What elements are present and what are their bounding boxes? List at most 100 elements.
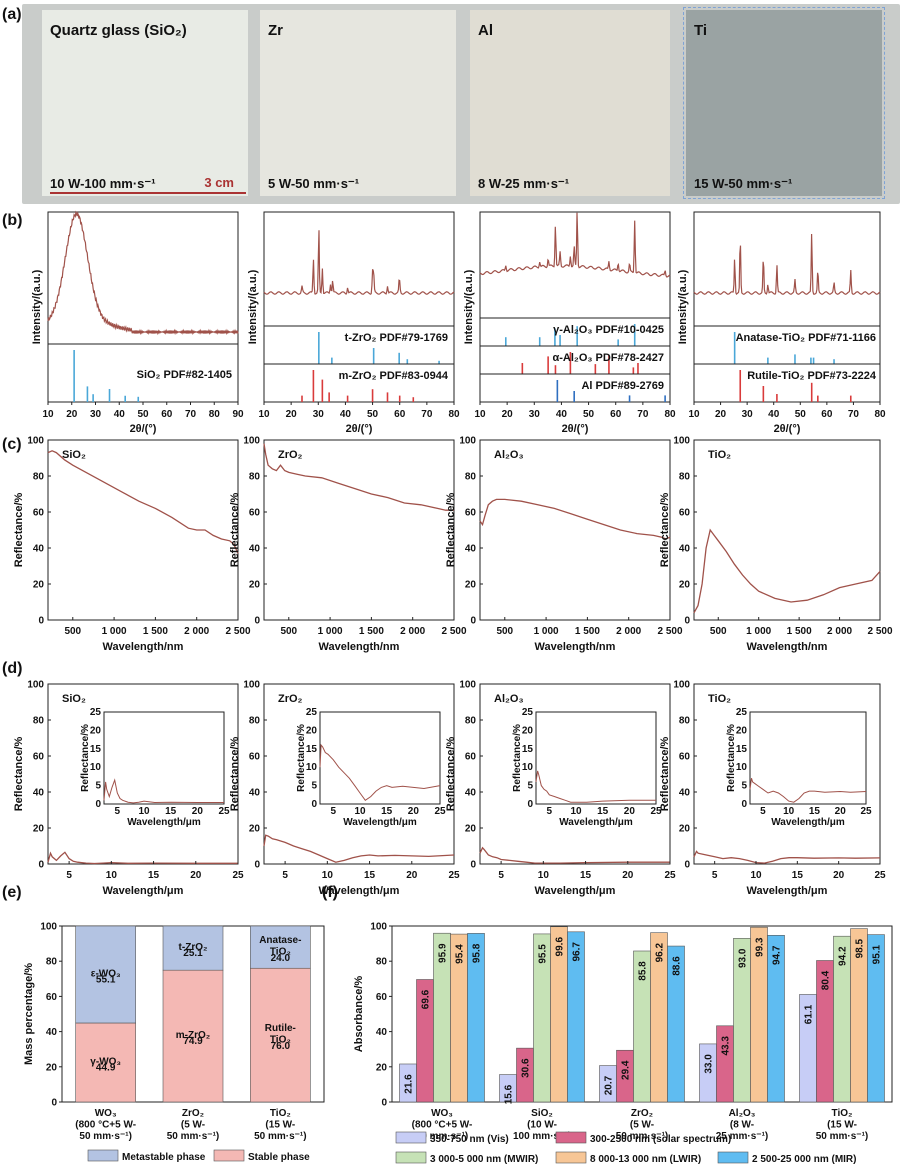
legend-label-line: 3 000-5 000 nm (MWIR) [430, 1154, 538, 1165]
y-axis-label-line: Mass percentage/% [23, 963, 35, 1065]
x-tick-label: 70 [637, 409, 649, 420]
x-tick-label-line: 25 [232, 870, 244, 881]
x-tick-label-line: 1 000 [534, 626, 559, 637]
inset-x-tick-label-line: 20 [408, 806, 420, 817]
inset-x-tick-label-line: 25 [860, 806, 872, 817]
x-tick-label-line: 500 [280, 626, 297, 637]
stacked-bar-segment [250, 925, 311, 969]
y-tick-label: 100 [459, 436, 476, 447]
x-tick-label: 30 [90, 409, 102, 420]
legend-swatch [717, 1151, 749, 1164]
x-axis-label-line: Wavelength/μm [535, 885, 616, 897]
x-tick-label: 1 000 [534, 626, 559, 637]
inset-y-tick-label: 25 [736, 707, 748, 718]
x-tick-label-line: 50 [795, 409, 807, 420]
y-tick-label: 0 [470, 860, 476, 871]
y-tick-label-line: 20 [376, 1062, 388, 1073]
inset-x-tick-label-line: 5 [331, 806, 337, 817]
photo-al: Al 8 W-25 mm·s⁻¹ [470, 10, 670, 196]
y-tick-label-line: 100 [673, 436, 690, 447]
inset-y-tick-label: 10 [90, 762, 102, 773]
x-tick-label: 25 [448, 870, 460, 881]
bar [667, 945, 685, 1103]
y-tick-label-line: 100 [243, 680, 260, 691]
inset-y-tick-label: 20 [90, 725, 102, 736]
category-label-line: (15 W- [827, 1120, 857, 1131]
x-tick-label: 80 [664, 409, 676, 420]
inset-x-tick-label: 15 [165, 806, 177, 817]
inset-y-tick-label-line: 25 [522, 707, 534, 718]
photo-param: 5 W-50 mm·s⁻¹ [268, 176, 360, 191]
inset-frame [749, 711, 867, 805]
bar-value-label-line: 30.6 [521, 1058, 532, 1078]
y-tick-label-line: 80 [249, 472, 261, 483]
inset-frame [535, 711, 657, 805]
inset-x-tick-label: 25 [218, 806, 230, 817]
y-tick-label-line: 60 [679, 508, 691, 519]
bar-value-label: 96.2 [655, 943, 666, 963]
bar-value-label-line: 43.3 [721, 1036, 732, 1056]
material-label: SiO₂ [62, 693, 86, 705]
x-tick-label: 30 [742, 409, 754, 420]
y-tick-label: 40 [33, 788, 45, 799]
x-axis-label: Wavelength/nm [535, 641, 616, 653]
x-tick-label: 15 [580, 870, 592, 881]
x-tick-label: 40 [768, 409, 780, 420]
x-axis-label: Wavelength/nm [747, 641, 828, 653]
inset-x-tick-label-line: 20 [624, 806, 636, 817]
y-tick-label: 80 [465, 472, 477, 483]
legend-label-line: 350-750 nm (Vis) [430, 1134, 509, 1145]
inset-y-tick-label: 25 [90, 707, 102, 718]
y-tick-label: 0 [470, 616, 476, 627]
y-tick-label-line: 60 [465, 752, 477, 763]
y-axis-label: Reflectance/% [13, 736, 25, 811]
x-tick-label: 2 000 [827, 626, 852, 637]
x-axis-label: Wavelength/μm [319, 885, 400, 897]
bar-value-label: 95.1 [872, 944, 883, 964]
y-axis-label: Reflectance/% [659, 736, 671, 811]
x-tick-label-line: 50 [137, 409, 149, 420]
material-label: Al₂O₃ [494, 693, 524, 705]
inset-x-tick-label-line: 25 [650, 806, 662, 817]
ref-label-line: t-ZrO₂ PDF#79-1769 [345, 332, 448, 344]
x-tick-label-line: 30 [529, 409, 541, 420]
segment-phase-label-line: Anatase- [259, 935, 301, 946]
segment-value-label-line: 55.1 [96, 974, 116, 985]
y-tick-label: 40 [465, 788, 477, 799]
bar-value-label: 99.3 [755, 937, 766, 957]
x-tick-label: 1 000 [102, 626, 127, 637]
inset-y-axis-label-line: Reflectance/% [296, 724, 307, 792]
y-tick-label: 100 [459, 680, 476, 691]
y-tick-label: 80 [679, 716, 691, 727]
y-tick-label-line: 40 [679, 788, 691, 799]
bar-value-label-line: 98.5 [855, 938, 866, 958]
x-tick-label: 25 [664, 870, 676, 881]
x-tick-label-line: 60 [161, 409, 173, 420]
x-tick-label: 10 [106, 870, 118, 881]
y-tick-label-line: 0 [51, 1098, 57, 1109]
ref-label-line: Anatase-TiO₂ PDF#71-1166 [736, 332, 876, 344]
x-tick-label-line: 25 [874, 870, 886, 881]
inset-x-tick-label: 15 [809, 806, 821, 817]
x-tick-label-line: 20 [66, 409, 78, 420]
y-tick-label: 60 [679, 752, 691, 763]
segment-phase-label: Rutile-TiO₂ [265, 1023, 296, 1046]
y-tick-label: 20 [465, 580, 477, 591]
y-tick-label-line: 40 [33, 788, 45, 799]
inset-x-tick-label: 15 [597, 806, 609, 817]
y-tick-label: 100 [673, 436, 690, 447]
inset-y-tick-label-line: 0 [95, 799, 101, 810]
x-tick-label-line: 2 500 [867, 626, 892, 637]
y-tick-label: 0 [684, 616, 690, 627]
y-tick-label: 60 [46, 992, 58, 1003]
y-axis-label-line: Reflectance/% [659, 736, 671, 811]
segment-phase-label-line: t-ZrO₂ [179, 942, 208, 953]
y-axis-label: Reflectance/% [659, 492, 671, 567]
panel-label-e: (e) [2, 884, 22, 901]
x-tick-label: 70 [848, 409, 860, 420]
bar-value-label-line: 99.3 [755, 937, 766, 957]
inset-y-tick-label: 15 [522, 744, 534, 755]
inset-y-tick-label-line: 15 [306, 744, 318, 755]
